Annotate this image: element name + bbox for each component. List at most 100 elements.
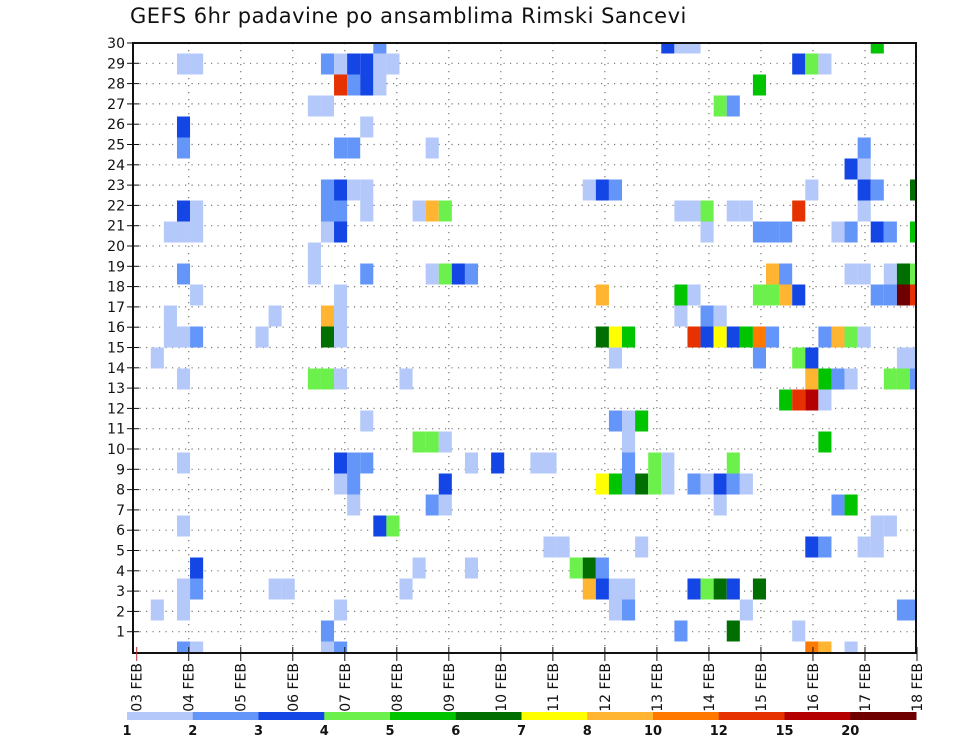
cell <box>779 389 793 411</box>
cell <box>805 389 819 411</box>
colorbar-segment <box>127 712 194 720</box>
cell <box>255 326 269 348</box>
cell <box>334 284 348 306</box>
cell <box>818 641 832 653</box>
cell <box>844 158 858 180</box>
cell <box>386 515 400 537</box>
y-tick-label: 14 <box>107 361 125 377</box>
cell <box>910 284 916 306</box>
colorbar-label: 10 <box>644 724 662 739</box>
cell <box>176 578 191 600</box>
y-tick-label: 6 <box>116 523 125 539</box>
cell <box>334 221 348 243</box>
cell <box>896 599 910 621</box>
cell <box>687 284 701 306</box>
cell <box>674 284 688 306</box>
cell <box>360 74 374 96</box>
cell <box>910 368 916 390</box>
colorbar-segment <box>850 712 917 720</box>
cell <box>307 263 321 285</box>
cell <box>752 347 767 369</box>
cell <box>320 221 335 243</box>
cell <box>792 284 806 306</box>
cell <box>360 452 374 474</box>
cell <box>818 431 832 453</box>
y-tick-label: 25 <box>107 138 125 154</box>
cell <box>281 578 295 600</box>
cell <box>176 599 191 621</box>
cell <box>674 43 688 54</box>
cell <box>857 137 871 159</box>
cell <box>831 494 845 516</box>
cell <box>792 620 806 642</box>
x-tick-label: 04 FEB <box>182 663 198 712</box>
y-tick-label: 27 <box>107 97 125 113</box>
cell <box>857 179 871 201</box>
cell <box>320 95 335 117</box>
cell <box>687 326 701 348</box>
cell <box>857 263 871 285</box>
cell <box>752 326 767 348</box>
y-tick-label: 16 <box>107 320 125 336</box>
cell <box>805 641 819 653</box>
cell <box>870 221 884 243</box>
cell <box>307 242 321 264</box>
cell <box>700 305 714 327</box>
y-tick-label: 22 <box>107 198 125 214</box>
cell <box>530 452 544 474</box>
cell <box>190 221 204 243</box>
colorbar-label: 8 <box>583 724 592 739</box>
x-tick-label: 15 FEB <box>754 663 770 712</box>
cell <box>334 74 348 96</box>
cell <box>360 53 374 75</box>
cell <box>608 347 623 369</box>
cell <box>883 221 897 243</box>
colorbar-label: 4 <box>320 724 329 739</box>
colorbar-segment <box>455 712 522 720</box>
cell <box>425 200 439 222</box>
cell <box>360 263 374 285</box>
cell <box>713 95 727 117</box>
cell <box>425 494 439 516</box>
cell <box>726 578 740 600</box>
cell <box>739 473 753 495</box>
cell <box>726 200 740 222</box>
cell <box>870 43 884 54</box>
y-tick-label: 11 <box>107 422 125 438</box>
colorbar-label: 12 <box>710 724 728 739</box>
cell <box>176 53 191 75</box>
cell <box>910 347 916 369</box>
cell <box>176 452 191 474</box>
cell <box>608 179 623 201</box>
cell <box>713 578 727 600</box>
colorbar-segment <box>718 712 785 720</box>
cell <box>687 200 701 222</box>
cell <box>726 620 740 642</box>
cell <box>190 557 204 579</box>
cell <box>857 536 871 558</box>
cell <box>373 43 387 54</box>
cell <box>805 179 819 201</box>
cell <box>870 515 884 537</box>
cell <box>818 53 832 75</box>
cell <box>883 263 897 285</box>
cell <box>608 578 623 600</box>
cell <box>752 221 767 243</box>
cell <box>399 368 413 390</box>
cell <box>661 452 675 474</box>
cell <box>425 137 439 159</box>
cell <box>268 305 282 327</box>
cell <box>412 200 426 222</box>
cell <box>674 200 688 222</box>
cell <box>608 473 623 495</box>
cell <box>766 326 780 348</box>
x-tick-label: 16 FEB <box>806 663 822 712</box>
cell <box>713 473 727 495</box>
cell <box>543 452 557 474</box>
x-tick-label: 18 FEB <box>910 663 926 712</box>
x-tick-label: 06 FEB <box>286 663 302 712</box>
colorbar-segment <box>258 712 325 720</box>
cell <box>870 179 884 201</box>
cell <box>622 599 636 621</box>
